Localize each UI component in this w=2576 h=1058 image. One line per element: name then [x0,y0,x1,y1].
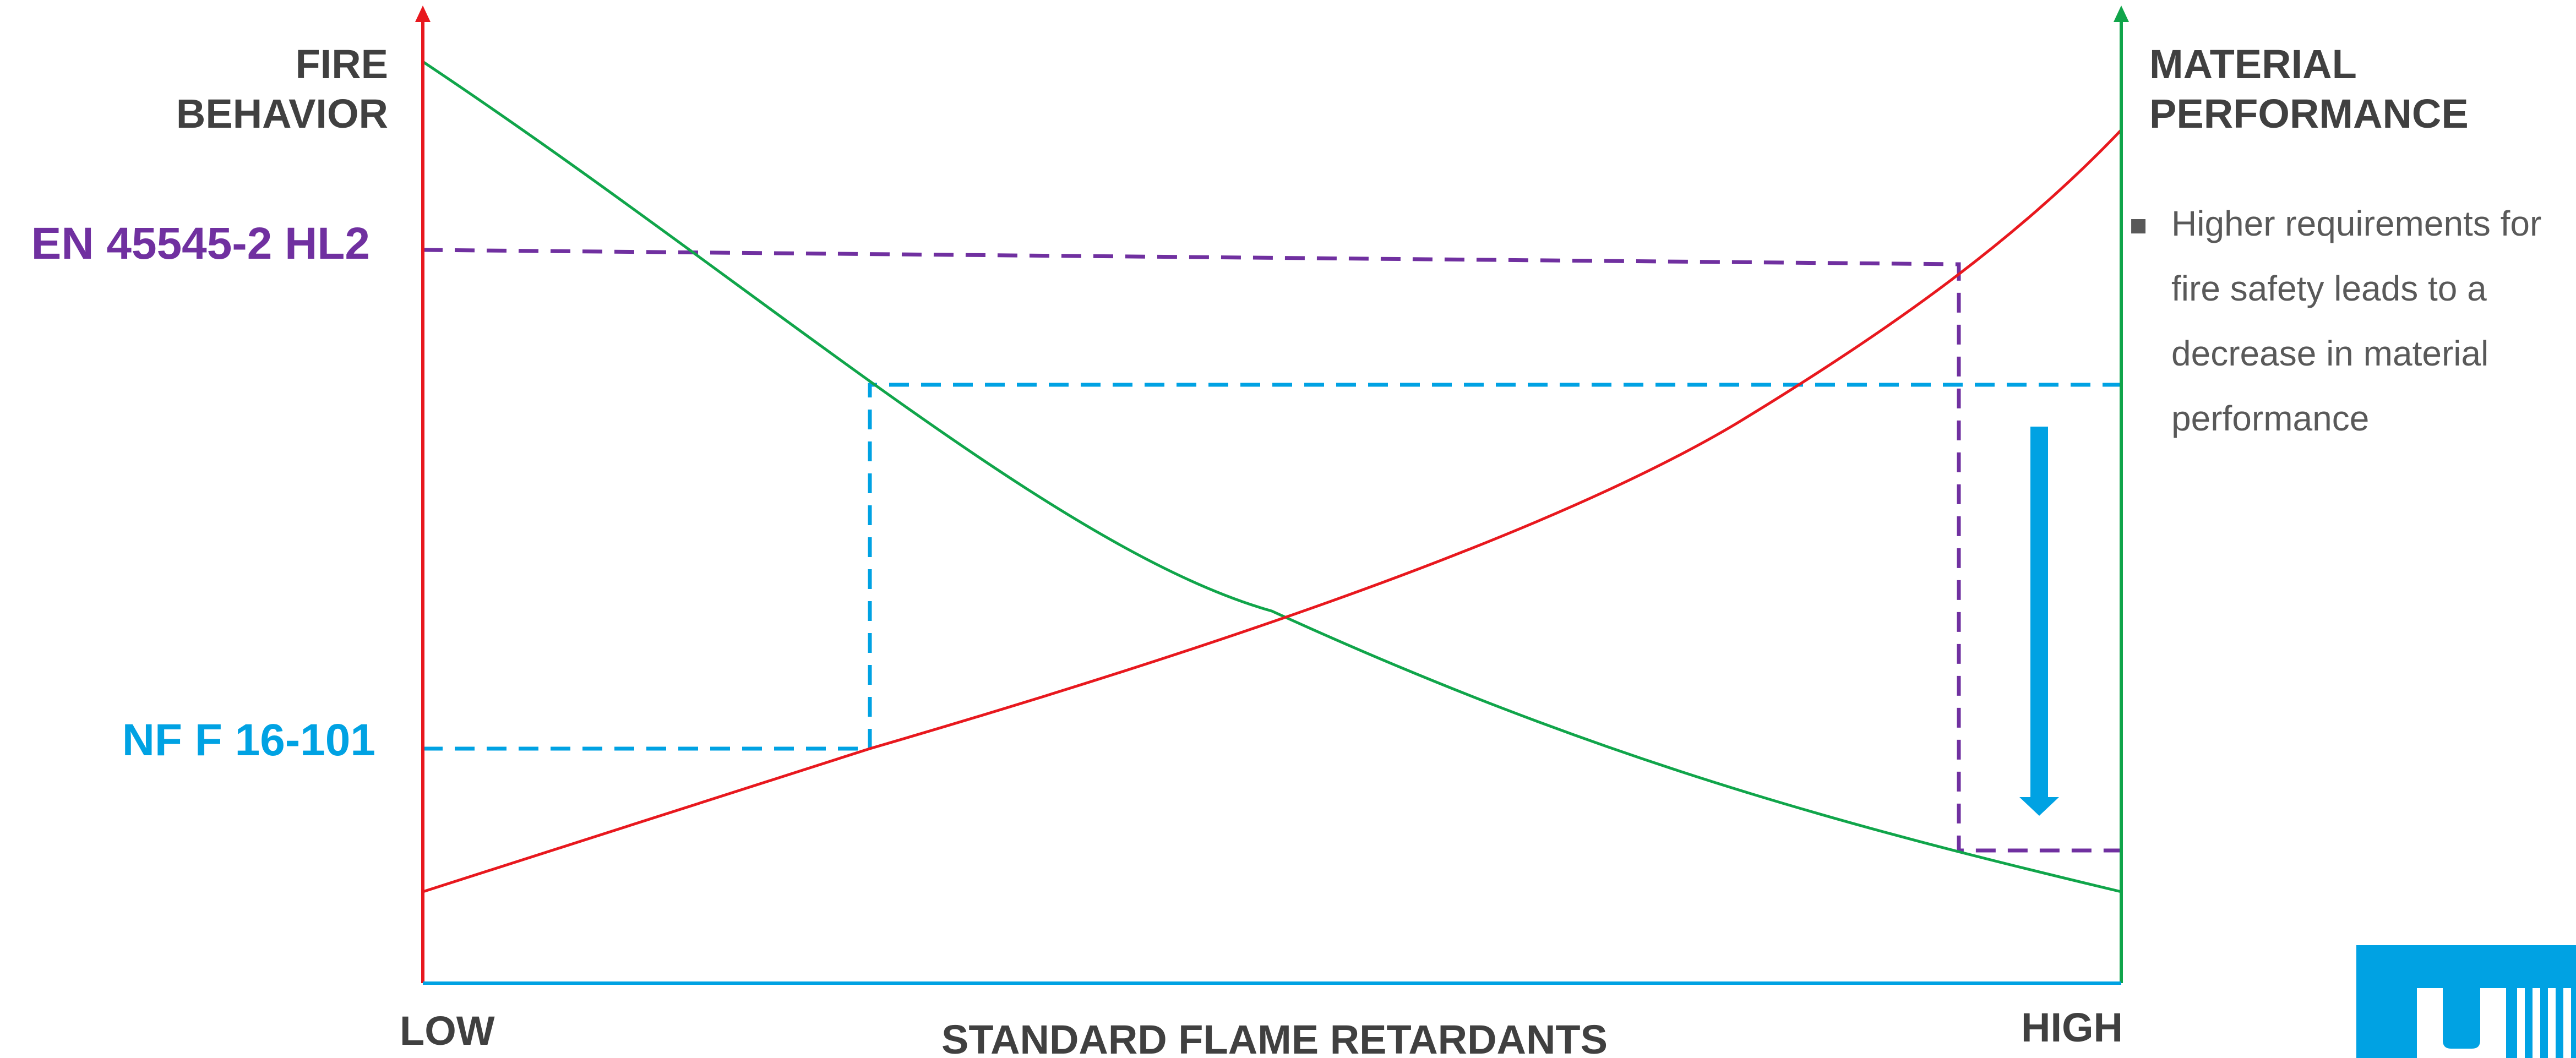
note-bullet: ■ [2130,214,2147,236]
right-axis-title-line-1: MATERIAL [2149,41,2357,87]
nf16101-guide-line [423,383,2121,751]
right-axis-arrowhead [2114,6,2129,22]
left-axis-arrowhead [415,6,431,22]
brand-logo-icon [2356,945,2576,1058]
note-line-2: fire safety leads to a [2171,269,2487,308]
x-axis-high-label: HIGH [2021,1005,2123,1050]
note-line-1: Higher requirements for [2171,204,2541,243]
left-axis-title-line-2: BEHAVIOR [176,91,388,137]
x-axis-title: STANDARD FLAME RETARDANTS [941,1017,1608,1058]
fire-behavior-curve [422,129,2122,893]
note-line-3: decrease in material [2171,334,2488,373]
note-line-4: performance [2171,399,2369,438]
x-axis-low-label: LOW [400,1008,495,1054]
standard-label-nf16101: NF F 16-101 [122,715,375,765]
standard-label-en45545: EN 45545-2 HL2 [31,219,370,269]
right-axis-title-line-2: PERFORMANCE [2149,91,2469,137]
en45545-guide-line [422,248,2121,853]
left-axis-title-line-1: FIRE [295,41,388,87]
down-arrow-icon [2019,427,2059,816]
material-performance-curve [422,60,2122,893]
